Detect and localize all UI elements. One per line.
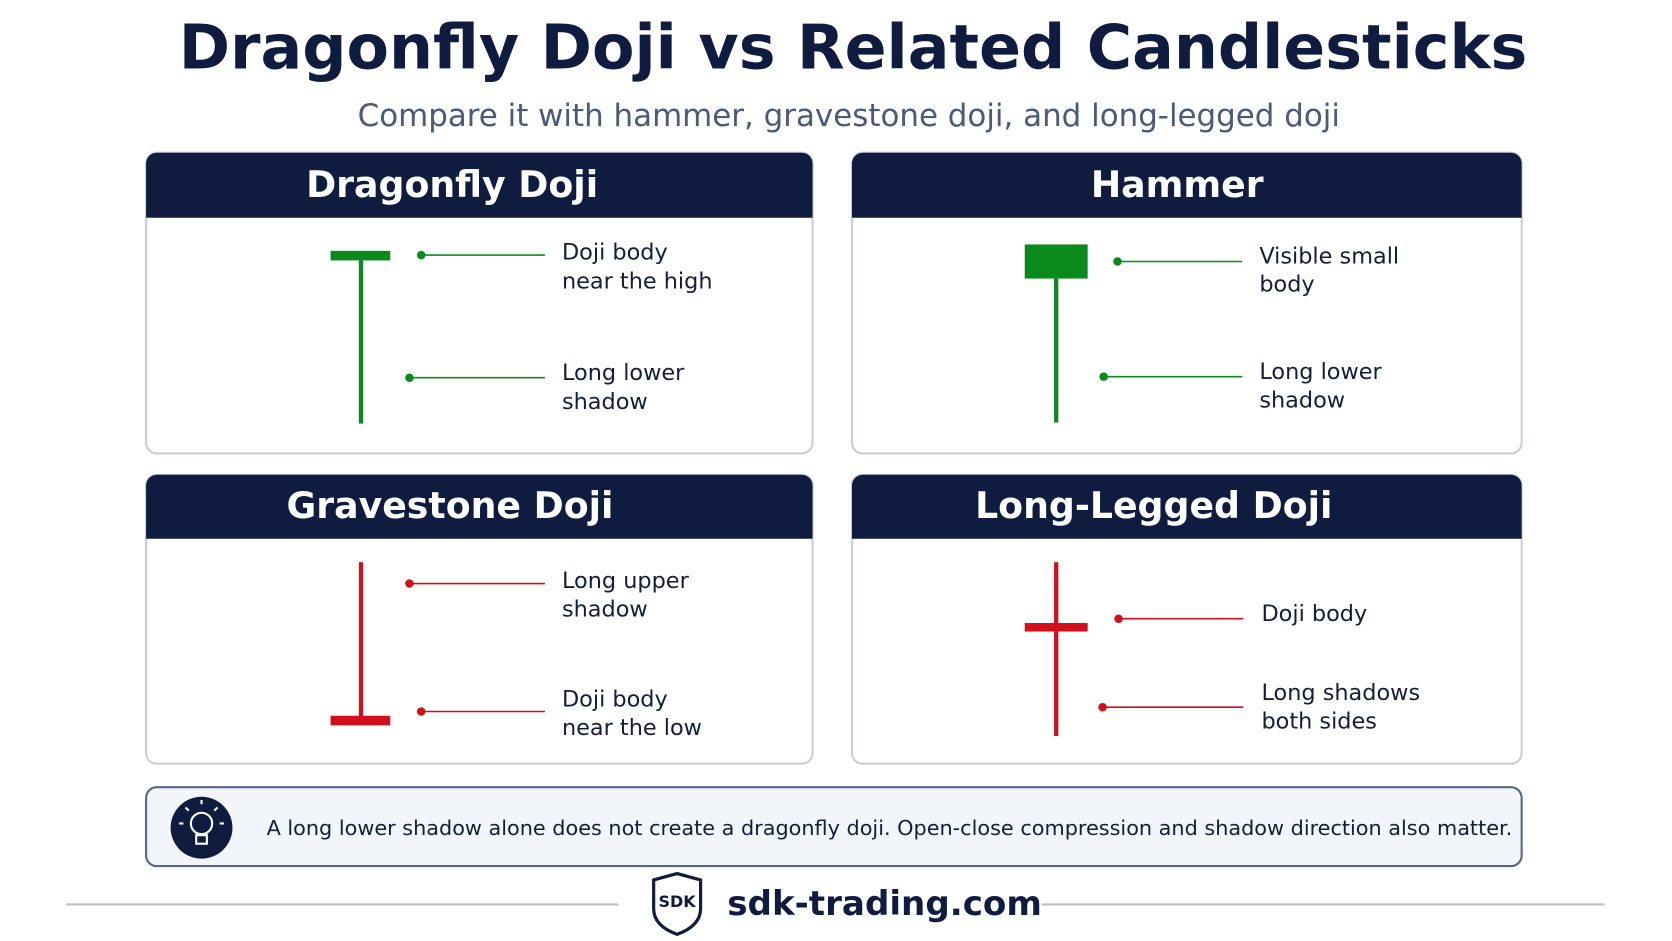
panel: Long-Legged Doji Doji body Long shadows … xyxy=(850,473,1523,765)
panel-title: Long-Legged Doji xyxy=(975,484,1332,527)
logo: SDK xyxy=(659,892,697,911)
label: near the low xyxy=(562,715,702,741)
note: A long lower shadow alone does not creat… xyxy=(145,786,1523,868)
panel: Hammer Visible small body Long lower sha… xyxy=(850,151,1523,455)
label: Long upper xyxy=(562,568,690,594)
label: both sides xyxy=(1261,709,1376,735)
site: sdk-trading.com xyxy=(727,884,1042,924)
panel: Gravestone Doji Long upper shadow Doji b… xyxy=(145,473,814,765)
title: Dragonfly Doji vs Related Candlesticks xyxy=(179,12,1528,84)
label: Doji body xyxy=(562,686,668,712)
label: body xyxy=(1259,271,1314,297)
panel-title: Gravestone Doji xyxy=(286,484,613,527)
label: Long lower xyxy=(562,360,685,386)
label: Long shadows xyxy=(1261,680,1420,706)
label: shadow xyxy=(562,389,648,415)
footer: SDK sdk-trading.com xyxy=(66,871,1605,937)
subtitle: Compare it with hammer, gravestone doji,… xyxy=(358,98,1340,134)
label: Doji body xyxy=(562,239,668,265)
label: near the high xyxy=(562,268,713,294)
label: Doji body xyxy=(1261,601,1367,627)
label: shadow xyxy=(1259,388,1345,414)
note-text: A long lower shadow alone does not creat… xyxy=(267,816,1513,840)
label: shadow xyxy=(562,597,648,623)
label: Long lower xyxy=(1259,359,1382,385)
label: Visible small xyxy=(1259,244,1399,270)
panel: Dragonfly Doji Doji body near the high L… xyxy=(145,151,814,455)
panel-title: Hammer xyxy=(1091,163,1264,206)
panel-title: Dragonfly Doji xyxy=(306,163,598,206)
